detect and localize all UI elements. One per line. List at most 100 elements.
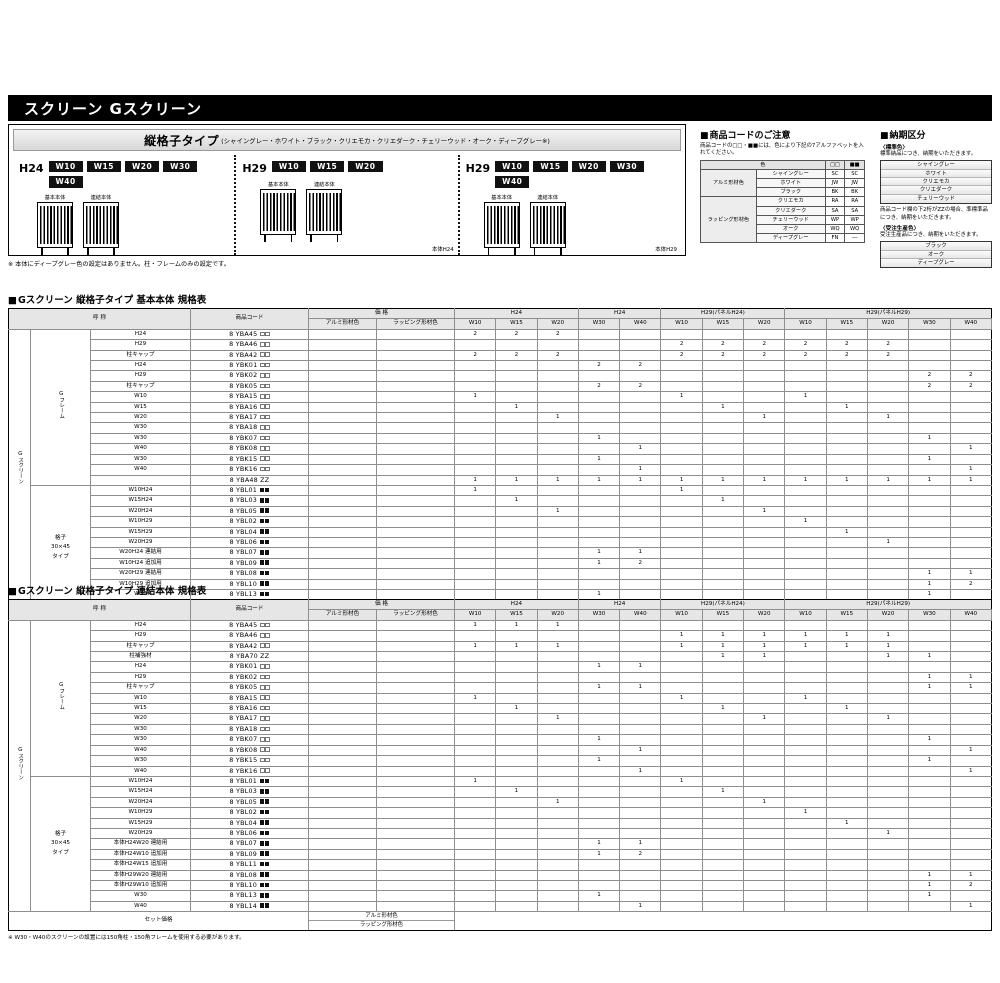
price-wrap-cell[interactable] <box>376 328 455 341</box>
price-alumi-cell[interactable] <box>308 474 377 486</box>
price-wrap-cell[interactable] <box>376 900 455 913</box>
price-alumi-cell[interactable] <box>308 827 377 840</box>
price-alumi-cell[interactable] <box>308 505 377 518</box>
price-wrap-cell[interactable] <box>376 713 455 725</box>
price-wrap-cell[interactable] <box>376 547 455 559</box>
width-chip[interactable]: W15 <box>533 161 568 173</box>
price-alumi-cell[interactable] <box>308 536 377 549</box>
price-wrap-cell[interactable] <box>376 516 455 528</box>
price-alumi-cell[interactable] <box>308 848 377 861</box>
width-chip[interactable]: W10 <box>271 161 307 173</box>
price-wrap-cell[interactable] <box>376 630 455 642</box>
price-alumi-cell[interactable] <box>308 775 377 788</box>
price-wrap-cell[interactable] <box>376 890 455 902</box>
width-chip[interactable]: W20 <box>124 161 160 173</box>
price-wrap-cell[interactable] <box>376 619 455 632</box>
price-wrap-cell[interactable] <box>376 526 455 538</box>
price-alumi-cell[interactable] <box>308 713 377 725</box>
price-wrap-cell[interactable] <box>376 453 455 466</box>
price-wrap-cell[interactable] <box>376 474 455 486</box>
price-alumi-cell[interactable] <box>308 360 377 372</box>
price-alumi-cell[interactable] <box>308 391 377 403</box>
price-alumi-cell[interactable] <box>308 339 377 351</box>
price-alumi-cell[interactable] <box>308 630 377 642</box>
price-alumi-cell[interactable] <box>308 682 377 694</box>
price-wrap-cell[interactable] <box>376 412 455 424</box>
price-wrap-cell[interactable] <box>376 838 455 850</box>
price-alumi-cell[interactable] <box>308 401 377 414</box>
price-wrap-cell[interactable] <box>376 786 455 798</box>
price-alumi-cell[interactable] <box>308 869 377 881</box>
price-alumi-cell[interactable] <box>308 516 377 528</box>
price-alumi-cell[interactable] <box>308 432 377 445</box>
price-wrap-cell[interactable] <box>376 671 455 684</box>
price-wrap-cell[interactable] <box>376 640 455 653</box>
price-alumi-cell[interactable] <box>308 526 377 538</box>
price-wrap-cell[interactable] <box>376 536 455 549</box>
price-alumi-cell[interactable] <box>308 453 377 466</box>
price-wrap-cell[interactable] <box>376 380 455 393</box>
price-alumi-cell[interactable] <box>308 547 377 559</box>
price-wrap-cell[interactable] <box>376 360 455 372</box>
price-alumi-cell[interactable] <box>308 443 377 455</box>
price-alumi-cell[interactable] <box>308 765 377 777</box>
price-wrap-cell[interactable] <box>376 422 455 434</box>
width-chip[interactable]: W30 <box>163 161 198 173</box>
price-alumi-cell[interactable] <box>308 380 377 393</box>
width-chip[interactable]: W15 <box>86 161 121 173</box>
price-alumi-cell[interactable] <box>308 900 377 913</box>
price-alumi-cell[interactable] <box>308 723 377 736</box>
price-alumi-cell[interactable] <box>308 838 377 850</box>
price-wrap-cell[interactable] <box>376 505 455 518</box>
price-alumi-cell[interactable] <box>308 568 377 580</box>
price-wrap-cell[interactable] <box>376 775 455 788</box>
width-chip[interactable]: W10 <box>495 161 530 173</box>
price-wrap-cell[interactable] <box>376 401 455 414</box>
price-alumi-cell[interactable] <box>308 807 377 819</box>
price-wrap-cell[interactable] <box>376 370 455 382</box>
price-alumi-cell[interactable] <box>308 464 377 476</box>
price-wrap-cell[interactable] <box>376 651 455 663</box>
set-price-wrap[interactable]: ラッピング形材色 <box>359 922 404 929</box>
price-alumi-cell[interactable] <box>308 495 377 507</box>
price-alumi-cell[interactable] <box>308 744 377 757</box>
price-wrap-cell[interactable] <box>376 848 455 861</box>
price-alumi-cell[interactable] <box>308 328 377 341</box>
price-wrap-cell[interactable] <box>376 817 455 829</box>
price-wrap-cell[interactable] <box>376 807 455 819</box>
price-wrap-cell[interactable] <box>376 432 455 445</box>
price-wrap-cell[interactable] <box>376 484 455 497</box>
price-wrap-cell[interactable] <box>376 495 455 507</box>
price-wrap-cell[interactable] <box>376 703 455 715</box>
price-alumi-cell[interactable] <box>308 817 377 829</box>
price-wrap-cell[interactable] <box>376 827 455 840</box>
price-alumi-cell[interactable] <box>308 890 377 902</box>
price-alumi-cell[interactable] <box>308 755 377 767</box>
width-chip[interactable]: W20 <box>571 161 606 173</box>
price-alumi-cell[interactable] <box>308 859 377 871</box>
price-alumi-cell[interactable] <box>308 484 377 497</box>
price-wrap-cell[interactable] <box>376 661 455 673</box>
set-price-alumi[interactable]: アルミ形材色 <box>309 913 454 922</box>
width-chip[interactable]: W15 <box>310 161 345 173</box>
price-wrap-cell[interactable] <box>376 755 455 767</box>
price-wrap-cell[interactable] <box>376 349 455 362</box>
price-wrap-cell[interactable] <box>376 464 455 476</box>
price-alumi-cell[interactable] <box>308 651 377 663</box>
price-wrap-cell[interactable] <box>376 682 455 694</box>
price-wrap-cell[interactable] <box>376 859 455 871</box>
price-wrap-cell[interactable] <box>376 443 455 455</box>
width-chip[interactable]: W40 <box>495 176 530 188</box>
price-wrap-cell[interactable] <box>376 692 455 705</box>
price-wrap-cell[interactable] <box>376 734 455 746</box>
width-chip[interactable]: W20 <box>348 161 383 173</box>
price-alumi-cell[interactable] <box>308 734 377 746</box>
price-wrap-cell[interactable] <box>376 557 455 570</box>
price-wrap-cell[interactable] <box>376 869 455 881</box>
price-alumi-cell[interactable] <box>308 640 377 653</box>
price-alumi-cell[interactable] <box>308 661 377 673</box>
price-wrap-cell[interactable] <box>376 391 455 403</box>
price-alumi-cell[interactable] <box>308 412 377 424</box>
price-alumi-cell[interactable] <box>308 786 377 798</box>
width-chip[interactable]: W30 <box>609 161 645 173</box>
